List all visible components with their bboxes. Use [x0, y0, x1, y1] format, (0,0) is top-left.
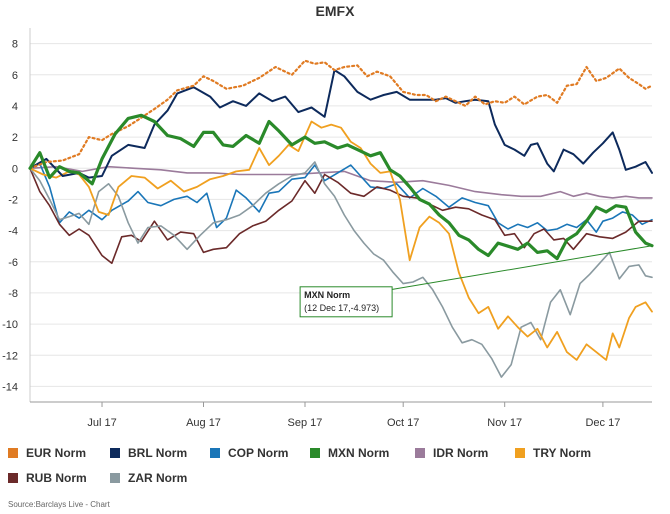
y-tick-label: 4	[12, 101, 18, 113]
y-tick-label: -12	[2, 350, 18, 362]
y-tick-label: 0	[12, 163, 18, 175]
series-line-rub-norm[interactable]	[29, 167, 653, 265]
y-tick-label: 8	[12, 39, 18, 51]
legend-label: RUB Norm	[26, 471, 87, 485]
y-tick-label: 2	[12, 132, 18, 144]
legend-label: MXN Norm	[328, 446, 389, 460]
series-line-zar-norm[interactable]	[29, 161, 653, 378]
series-line-mxn-norm[interactable]	[28, 113, 654, 261]
x-tick-label: Aug 17	[186, 417, 221, 429]
tooltip: MXN Norm (12 Dec 17,-4.973)	[299, 245, 653, 318]
x-axis: Jul 17 Aug 17 Sep 17 Oct 17 Nov 17 Dec 17	[30, 401, 652, 429]
legend-item-brl-norm[interactable]: BRL Norm	[110, 446, 187, 460]
series-line-eur-norm[interactable]	[28, 59, 654, 170]
tooltip-leader-line	[390, 245, 653, 291]
legend: EUR Norm BRL Norm COP Norm MXN Norm IDR Norm…	[8, 446, 591, 485]
y-tick-label: -10	[2, 319, 18, 331]
legend-item-mxn-norm[interactable]: MXN Norm	[310, 446, 389, 460]
legend-item-try-norm[interactable]: TRY Norm	[515, 446, 591, 460]
x-tick-label: Oct 17	[387, 417, 419, 429]
legend-swatch	[515, 448, 525, 458]
x-tick-label: Jul 17	[87, 417, 116, 429]
legend-swatch	[8, 448, 18, 458]
legend-label: COP Norm	[228, 446, 288, 460]
legend-item-rub-norm[interactable]: RUB Norm	[8, 471, 87, 485]
chart-title: EMFX	[316, 3, 356, 19]
legend-swatch	[8, 473, 18, 483]
tooltip-value: (12 Dec 17,-4.973)	[304, 303, 379, 313]
legend-swatch	[310, 448, 320, 458]
tooltip-series-name: MXN Norm	[304, 290, 350, 300]
series-layer	[28, 59, 654, 378]
legend-item-cop-norm[interactable]: COP Norm	[210, 446, 288, 460]
legend-item-eur-norm[interactable]: EUR Norm	[8, 446, 86, 460]
legend-label: IDR Norm	[433, 446, 488, 460]
legend-item-idr-norm[interactable]: IDR Norm	[415, 446, 488, 460]
y-tick-label: -14	[2, 381, 18, 393]
series-line-try-norm[interactable]	[29, 120, 653, 361]
y-tick-label: -4	[8, 226, 18, 238]
series-line-idr-norm[interactable]	[29, 165, 653, 199]
legend-label: EUR Norm	[26, 446, 86, 460]
legend-swatch	[110, 473, 120, 483]
legend-label: TRY Norm	[533, 446, 591, 460]
legend-item-zar-norm[interactable]: ZAR Norm	[110, 471, 187, 485]
legend-swatch	[110, 448, 120, 458]
x-tick-label: Sep 17	[288, 417, 323, 429]
x-tick-label: Dec 17	[585, 417, 620, 429]
legend-swatch	[210, 448, 220, 458]
y-tick-label: 6	[12, 70, 18, 82]
legend-label: ZAR Norm	[128, 471, 187, 485]
y-tick-label: -6	[8, 257, 18, 269]
series-line-cop-norm[interactable]	[29, 162, 653, 233]
y-tick-label: -8	[8, 288, 18, 300]
y-axis: 8 6 4 2 0 -2 -4 -6 -8 -10 -12 -14	[2, 28, 31, 402]
tooltip-box	[299, 286, 393, 318]
source-note: Source:Barclays Live - Chart	[8, 500, 111, 509]
x-tick-label: Nov 17	[487, 417, 522, 429]
legend-swatch	[415, 448, 425, 458]
y-tick-label: -2	[8, 194, 18, 206]
legend-label: BRL Norm	[128, 446, 187, 460]
